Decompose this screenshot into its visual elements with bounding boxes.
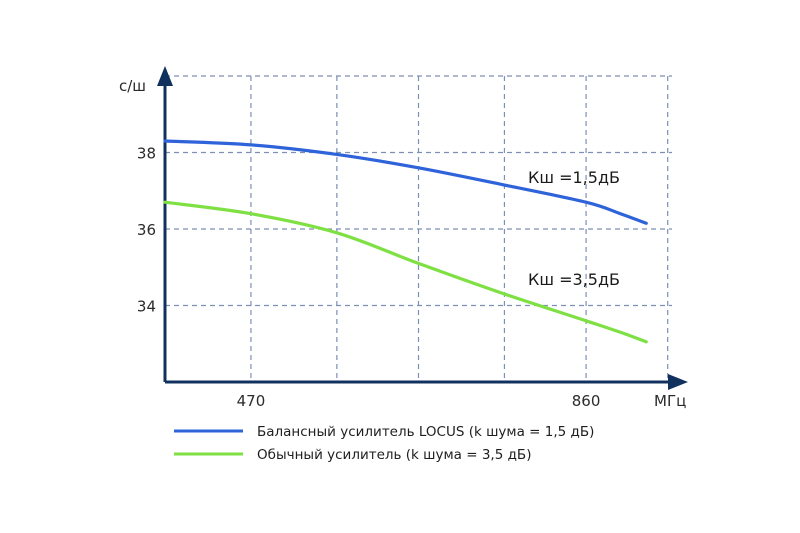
legend-label-series-1: Балансный усилитель LOCUS (k шума = 1,5 … bbox=[257, 424, 594, 440]
legend: Балансный усилитель LOCUS (k шума = 1,5 … bbox=[174, 424, 594, 463]
x-tick-label: 860 bbox=[572, 392, 601, 410]
series-1-annotation: Кш =1,5дБ bbox=[528, 168, 620, 187]
legend-label-series-2: Обычный усилитель (k шума = 3,5 дБ) bbox=[257, 447, 531, 463]
y-tick-label: 34 bbox=[137, 298, 156, 316]
x-tick-label: 470 bbox=[237, 392, 266, 410]
x-axis-unit: МГц bbox=[654, 392, 686, 410]
x-tick-labels: 470 860 bbox=[237, 392, 601, 410]
y-tick-label: 38 bbox=[137, 145, 156, 163]
y-axis-arrow-icon bbox=[157, 66, 173, 86]
axes bbox=[157, 66, 688, 390]
y-tick-labels: 34 36 38 bbox=[137, 145, 156, 316]
grid-lines bbox=[165, 75, 672, 382]
x-axis-arrow-icon bbox=[668, 374, 688, 390]
series-lines bbox=[163, 139, 648, 344]
series-line-2 bbox=[163, 200, 648, 344]
series-2-annotation: Кш =3,5дБ bbox=[528, 270, 620, 289]
series-line-1 bbox=[163, 139, 648, 225]
y-axis-label: с/ш bbox=[119, 77, 146, 95]
y-tick-label: 36 bbox=[137, 221, 156, 239]
